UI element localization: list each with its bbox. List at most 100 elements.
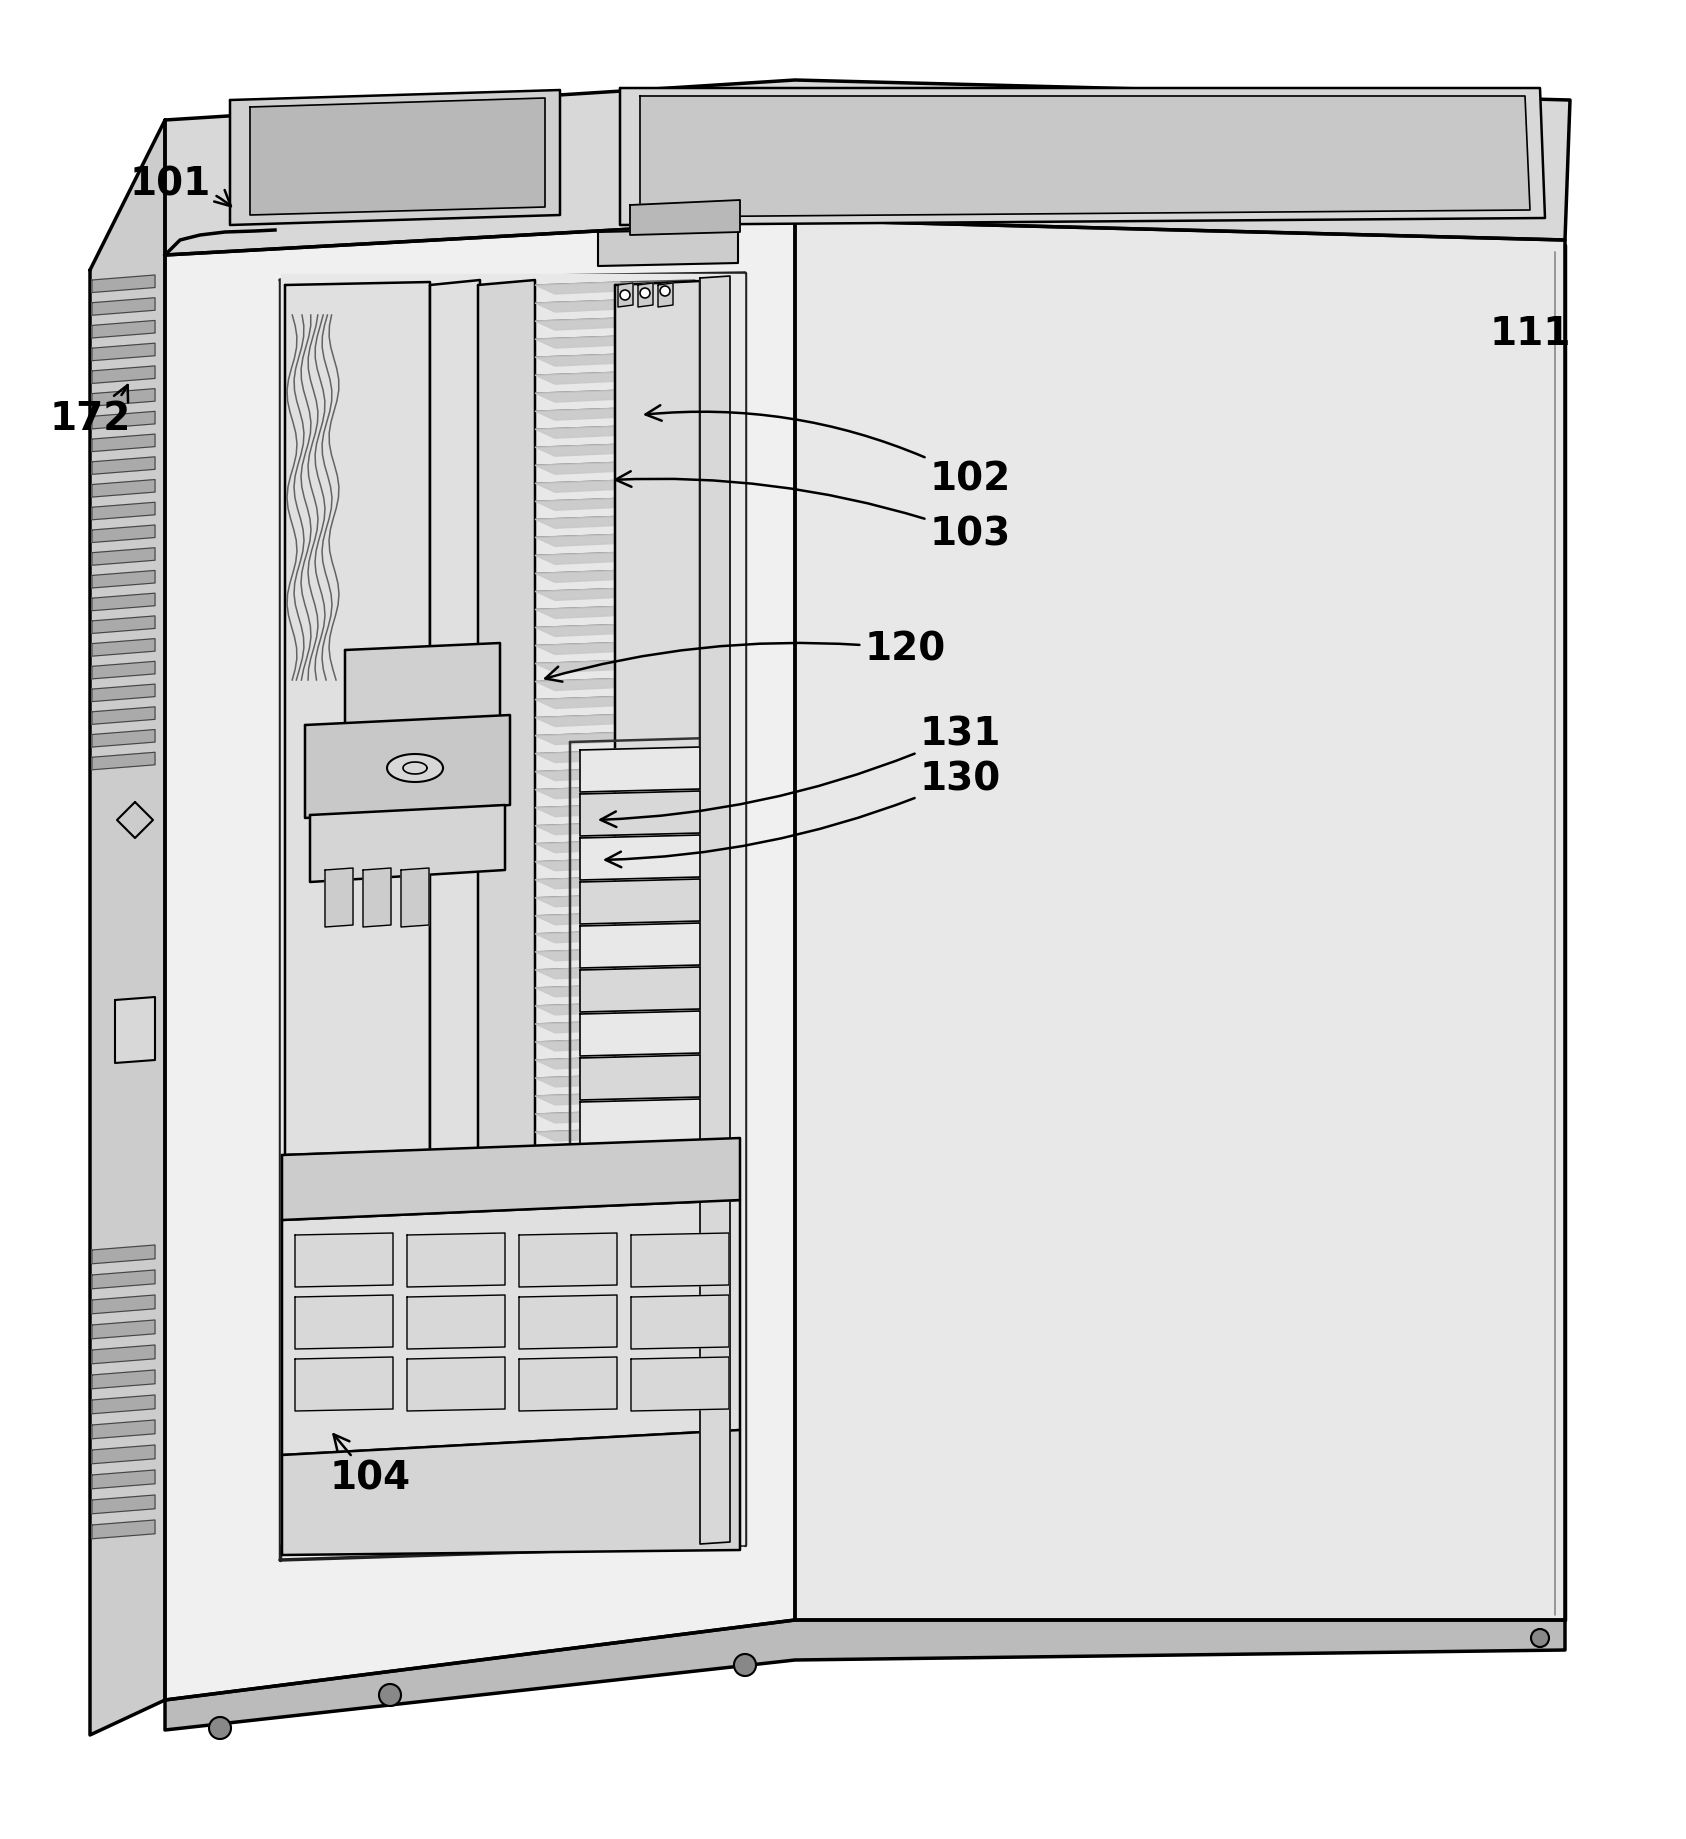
Polygon shape: [580, 967, 700, 1011]
Polygon shape: [93, 730, 155, 747]
Polygon shape: [93, 344, 155, 360]
Polygon shape: [519, 1232, 617, 1287]
Polygon shape: [93, 594, 155, 611]
Polygon shape: [534, 300, 620, 313]
Polygon shape: [282, 274, 744, 1545]
Polygon shape: [580, 923, 700, 967]
Polygon shape: [534, 1021, 620, 1034]
Polygon shape: [519, 1357, 617, 1411]
Polygon shape: [285, 281, 430, 1155]
Polygon shape: [93, 502, 155, 520]
Polygon shape: [282, 1201, 740, 1455]
Text: 101: 101: [130, 166, 231, 206]
Polygon shape: [534, 1092, 620, 1105]
Polygon shape: [93, 480, 155, 497]
Polygon shape: [700, 276, 730, 1545]
Polygon shape: [93, 1271, 155, 1289]
Polygon shape: [534, 840, 620, 853]
Circle shape: [379, 1685, 401, 1707]
Polygon shape: [93, 616, 155, 633]
Polygon shape: [631, 1232, 728, 1287]
Text: 172: 172: [51, 384, 132, 438]
Polygon shape: [534, 318, 620, 329]
Polygon shape: [305, 715, 509, 818]
Polygon shape: [534, 967, 620, 978]
Polygon shape: [534, 607, 620, 618]
Polygon shape: [534, 769, 620, 780]
Polygon shape: [534, 1076, 620, 1087]
Polygon shape: [93, 1469, 155, 1490]
Polygon shape: [796, 221, 1565, 1620]
Polygon shape: [406, 1295, 506, 1350]
Polygon shape: [93, 1445, 155, 1464]
Polygon shape: [115, 997, 155, 1063]
Polygon shape: [534, 337, 620, 348]
Text: 111: 111: [1490, 314, 1571, 353]
Polygon shape: [406, 1232, 506, 1287]
Polygon shape: [534, 390, 620, 403]
Polygon shape: [93, 366, 155, 383]
Circle shape: [659, 287, 669, 296]
Polygon shape: [534, 1129, 620, 1140]
Circle shape: [1531, 1629, 1549, 1648]
Polygon shape: [534, 1002, 620, 1015]
Circle shape: [641, 289, 651, 298]
Polygon shape: [430, 280, 481, 1205]
Polygon shape: [534, 371, 620, 384]
Polygon shape: [534, 1039, 620, 1050]
Polygon shape: [93, 456, 155, 474]
Polygon shape: [479, 280, 534, 1205]
Polygon shape: [93, 434, 155, 452]
Polygon shape: [93, 1245, 155, 1263]
Polygon shape: [93, 1396, 155, 1414]
Polygon shape: [519, 1295, 617, 1350]
Polygon shape: [534, 1057, 620, 1068]
Text: 120: 120: [545, 631, 946, 682]
Polygon shape: [93, 638, 155, 657]
Polygon shape: [580, 835, 700, 881]
Polygon shape: [93, 752, 155, 771]
Polygon shape: [93, 320, 155, 338]
Text: 103: 103: [615, 471, 1012, 554]
Polygon shape: [534, 642, 620, 655]
Circle shape: [209, 1718, 231, 1740]
Polygon shape: [534, 805, 620, 817]
Polygon shape: [534, 535, 620, 546]
Polygon shape: [401, 868, 428, 927]
Polygon shape: [534, 517, 620, 528]
Polygon shape: [534, 588, 620, 600]
Polygon shape: [295, 1232, 393, 1287]
Polygon shape: [388, 754, 443, 782]
Polygon shape: [658, 283, 673, 307]
Polygon shape: [534, 427, 620, 438]
Circle shape: [733, 1653, 755, 1675]
Polygon shape: [93, 548, 155, 565]
Polygon shape: [580, 879, 700, 923]
Polygon shape: [580, 1100, 700, 1144]
Polygon shape: [534, 660, 620, 673]
Polygon shape: [295, 1295, 393, 1350]
Polygon shape: [93, 662, 155, 679]
Polygon shape: [580, 1056, 700, 1100]
Polygon shape: [534, 552, 620, 565]
Polygon shape: [534, 787, 620, 798]
Polygon shape: [534, 877, 620, 888]
Polygon shape: [93, 1521, 155, 1539]
Polygon shape: [93, 1295, 155, 1313]
Polygon shape: [93, 412, 155, 428]
Polygon shape: [534, 750, 620, 763]
Polygon shape: [534, 732, 620, 745]
Polygon shape: [619, 283, 632, 307]
Polygon shape: [641, 96, 1529, 217]
Polygon shape: [93, 1320, 155, 1339]
Polygon shape: [93, 706, 155, 725]
Polygon shape: [534, 408, 620, 419]
Polygon shape: [93, 298, 155, 314]
Text: 104: 104: [330, 1434, 411, 1499]
Polygon shape: [93, 684, 155, 702]
Polygon shape: [93, 1370, 155, 1388]
Polygon shape: [534, 498, 620, 509]
Polygon shape: [637, 283, 652, 307]
Polygon shape: [282, 1431, 740, 1556]
Polygon shape: [534, 715, 620, 726]
